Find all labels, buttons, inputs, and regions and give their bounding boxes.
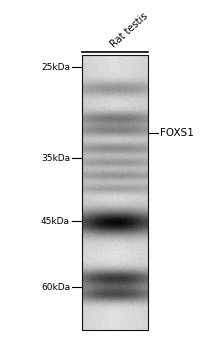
Text: FOXS1: FOXS1 — [160, 128, 194, 138]
Text: Rat testis: Rat testis — [108, 10, 149, 49]
Text: 25kDa: 25kDa — [41, 63, 70, 72]
Text: 35kDa: 35kDa — [41, 154, 70, 163]
Text: 60kDa: 60kDa — [41, 283, 70, 292]
Text: 45kDa: 45kDa — [41, 217, 70, 226]
Bar — [82, 55, 148, 330]
